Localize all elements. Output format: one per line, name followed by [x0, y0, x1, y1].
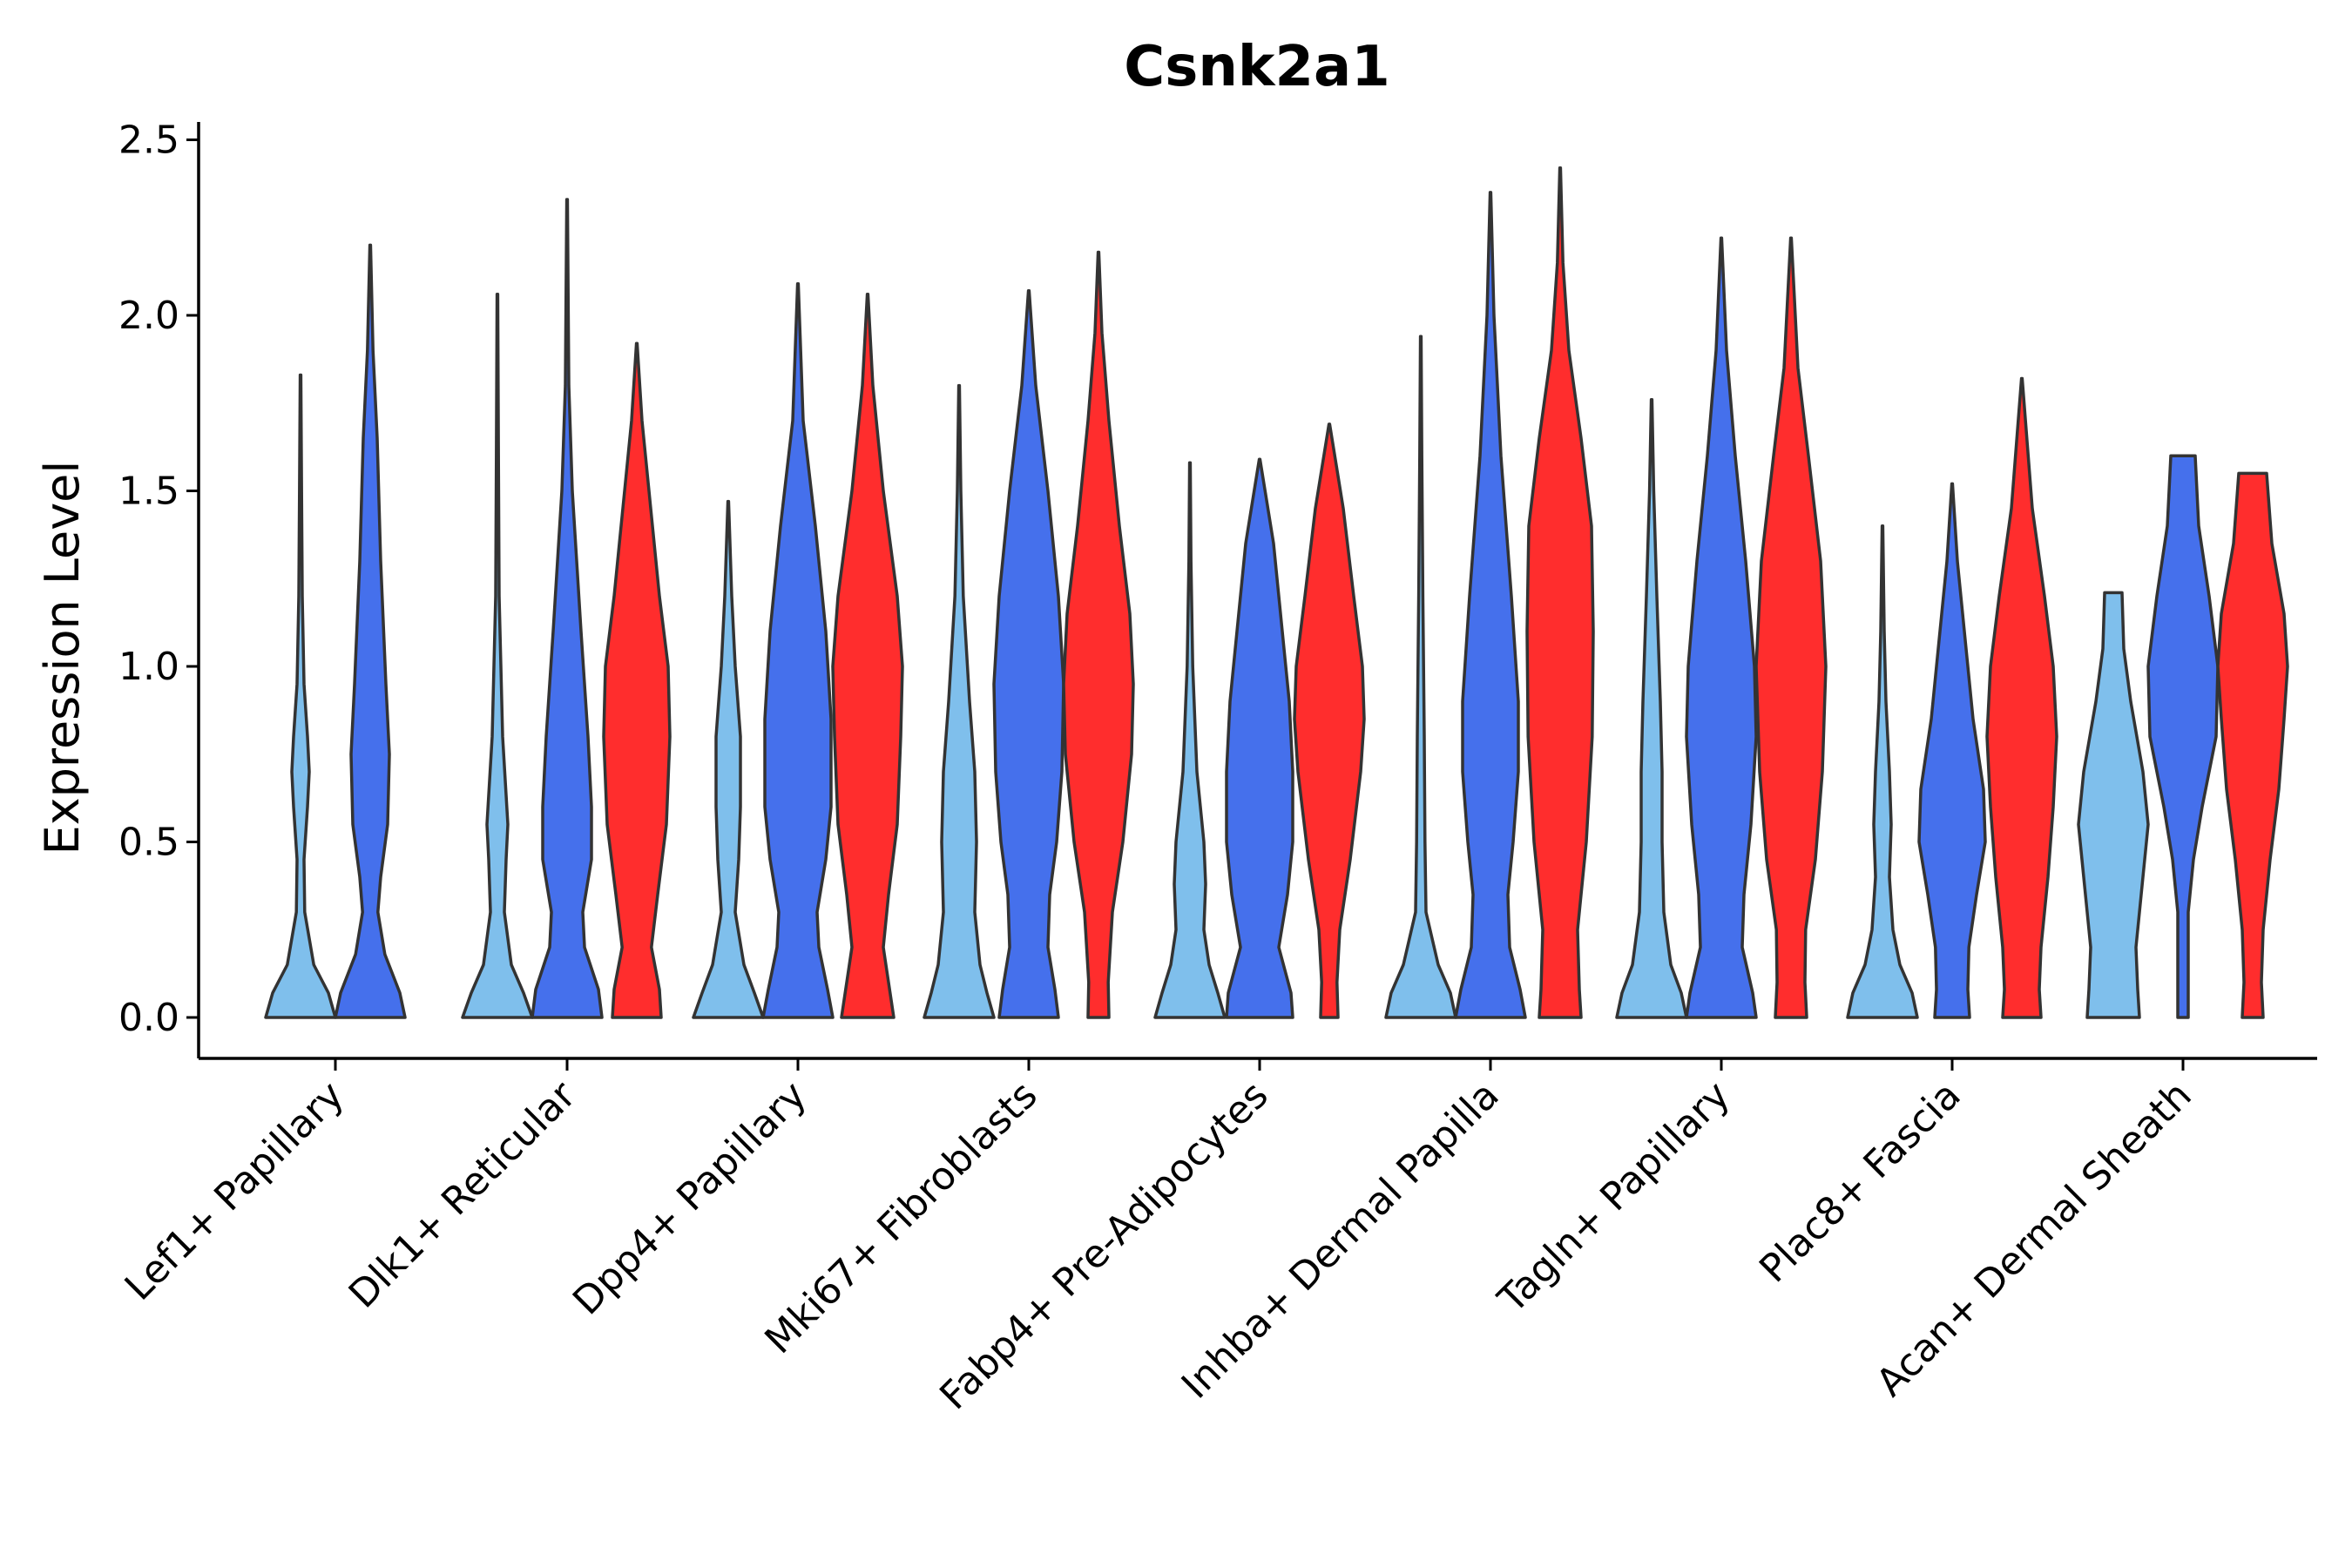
y-axis-label: Expression Level [35, 461, 90, 855]
violin-6-0 [1615, 397, 1688, 1019]
y-tick-label: 1.5 [118, 470, 179, 514]
violin-7-0 [1846, 524, 1919, 1019]
x-tick-label: Dpp4+ Papillary [564, 1073, 815, 1324]
violin-2-1 [761, 281, 835, 1019]
violin-2-0 [692, 499, 765, 1019]
violin-8-2 [2216, 471, 2289, 1019]
violin-1-0 [461, 293, 534, 1019]
violin-7-1 [1917, 482, 1987, 1019]
violin-5-2 [1525, 166, 1595, 1019]
violin-5-1 [1454, 191, 1527, 1019]
violin-3-1 [992, 289, 1065, 1019]
violin-3-2 [1062, 250, 1135, 1019]
x-tick-label: Tagln+ Papillary [1490, 1073, 1739, 1322]
chart-title: Csnk2a1 [1124, 35, 1389, 99]
y-tick-label: 0.5 [118, 821, 179, 865]
violin-8-0 [2077, 591, 2150, 1019]
violin-0-0 [264, 373, 337, 1019]
violin-5-0 [1384, 335, 1457, 1019]
y-tick-label: 2.0 [118, 294, 179, 338]
x-tick-label: Plac8+ Fascia [1751, 1073, 1970, 1292]
violin-4-2 [1293, 422, 1366, 1019]
y-axis: 0.0 0.5 1.0 1.5 2.0 2.5 [118, 118, 200, 1058]
y-tick-label: 1.0 [118, 645, 179, 689]
violin-6-2 [1754, 236, 1828, 1019]
y-tick-label: 2.5 [118, 118, 179, 163]
violin-1-2 [602, 341, 672, 1019]
violin-0-1 [334, 243, 407, 1019]
x-tick-label: Lef1+ Papillary [117, 1073, 353, 1309]
violin-3-0 [923, 383, 996, 1019]
y-tick-label: 0.0 [118, 996, 179, 1040]
violin-8-1 [2146, 454, 2220, 1019]
violin-4-0 [1153, 461, 1227, 1019]
violin-6-1 [1685, 236, 1758, 1019]
violin-4-1 [1225, 457, 1294, 1019]
violin-2-2 [831, 293, 904, 1019]
violin-layer [264, 166, 2289, 1019]
violin-7-2 [1985, 376, 2058, 1019]
x-tick-label: Dlk1+ Reticular [341, 1072, 585, 1317]
violin-1-1 [531, 198, 604, 1019]
